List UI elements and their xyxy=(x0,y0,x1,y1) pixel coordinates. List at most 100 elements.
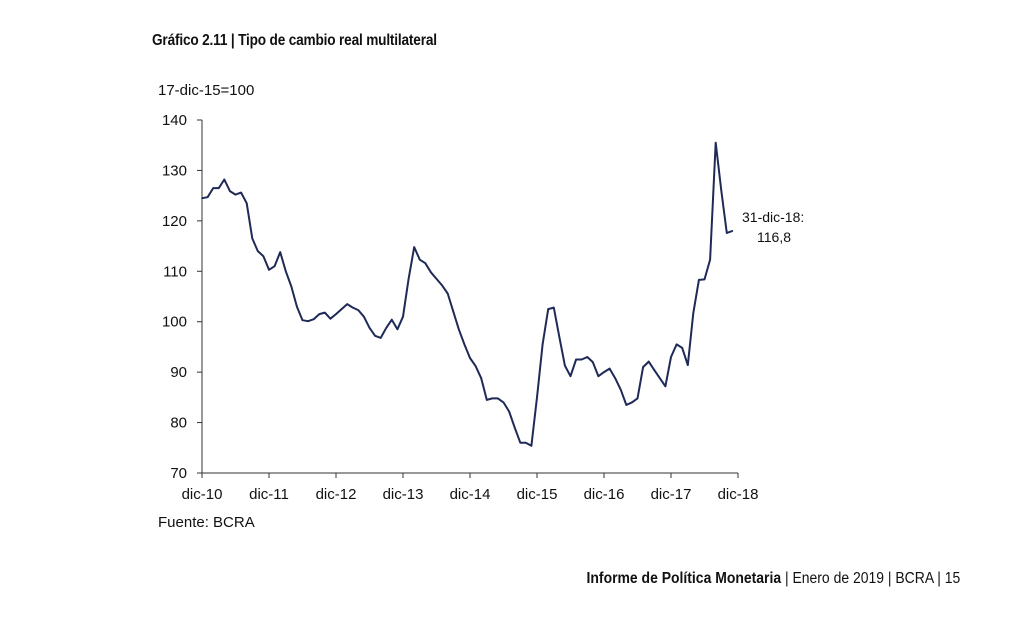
data-point xyxy=(257,250,259,252)
data-point xyxy=(463,343,466,346)
x-tick-label: dic-10 xyxy=(182,486,223,503)
data-point xyxy=(268,268,270,271)
data-point xyxy=(474,365,477,367)
data-point xyxy=(391,318,393,321)
data-point xyxy=(692,312,695,314)
data-point xyxy=(608,367,611,370)
data-point xyxy=(212,187,214,189)
end-annotation-date: 31-dic-18: xyxy=(742,209,804,225)
data-point xyxy=(245,202,248,205)
end-annotation-value: 116,8 xyxy=(757,229,791,245)
data-point xyxy=(363,315,365,318)
data-point xyxy=(491,397,494,400)
data-point xyxy=(686,364,689,366)
data-point xyxy=(273,265,276,268)
data-point xyxy=(709,258,711,261)
data-point xyxy=(379,337,382,339)
data-point xyxy=(698,279,700,281)
data-point xyxy=(206,196,209,198)
data-point xyxy=(502,401,505,404)
data-point xyxy=(312,318,315,320)
data-point xyxy=(318,313,321,315)
data-point xyxy=(301,319,304,322)
data-point xyxy=(519,441,522,444)
footer-details: | Enero de 2019 | BCRA | 15 xyxy=(780,570,960,587)
x-tick-label: dic-17 xyxy=(651,486,692,503)
y-tick-label: 130 xyxy=(162,162,187,179)
x-tick-label: dic-11 xyxy=(249,486,289,503)
data-point xyxy=(636,397,639,400)
data-point xyxy=(346,303,348,305)
data-point xyxy=(374,335,376,337)
data-point xyxy=(324,311,326,314)
data-point xyxy=(418,258,421,261)
data-point xyxy=(290,285,293,288)
chart-title: Gráfico 2.11 | Tipo de cambio real multi… xyxy=(152,32,437,49)
data-point xyxy=(575,358,577,361)
data-point xyxy=(396,328,399,331)
y-tick-label: 110 xyxy=(163,263,187,280)
data-point xyxy=(614,377,616,379)
data-point xyxy=(296,305,298,308)
data-point xyxy=(536,396,538,399)
data-point xyxy=(217,187,220,189)
data-point xyxy=(525,441,527,444)
data-point xyxy=(407,278,410,280)
x-tick-label: dic-12 xyxy=(316,486,357,503)
data-point xyxy=(413,246,415,248)
y-tick-label: 100 xyxy=(162,314,187,331)
data-point xyxy=(240,191,242,194)
data-point xyxy=(720,189,723,192)
data-point xyxy=(441,284,443,287)
data-point xyxy=(569,375,572,377)
data-point xyxy=(513,426,516,429)
data-point xyxy=(659,377,661,379)
data-point xyxy=(642,366,644,368)
y-tick-label: 120 xyxy=(162,213,187,230)
data-point xyxy=(279,251,281,253)
source-note: Fuente: BCRA xyxy=(158,514,255,531)
data-point xyxy=(385,326,388,329)
data-point xyxy=(435,278,438,280)
data-point xyxy=(597,375,600,377)
data-point xyxy=(703,278,706,281)
data-point xyxy=(580,358,583,361)
data-point xyxy=(469,357,471,359)
data-point xyxy=(603,371,605,373)
data-point xyxy=(368,326,371,329)
page-footer: Informe de Política Monetaria | Enero de… xyxy=(586,570,960,588)
data-point xyxy=(452,310,455,313)
data-point xyxy=(541,343,544,346)
x-tick-label: dic-15 xyxy=(517,486,558,503)
data-point xyxy=(497,397,499,400)
data-point xyxy=(586,356,589,358)
y-tick-label: 80 xyxy=(170,415,187,432)
data-point xyxy=(625,404,628,406)
data-point xyxy=(731,230,734,232)
data-point xyxy=(340,308,343,310)
x-tick-label: dic-14 xyxy=(450,486,491,503)
y-tick-label: 70 xyxy=(170,465,187,482)
data-point xyxy=(402,315,404,318)
data-point xyxy=(430,271,432,274)
series-line xyxy=(201,141,733,447)
data-point xyxy=(223,178,226,181)
data-point xyxy=(307,320,309,323)
data-point xyxy=(251,237,254,240)
data-point xyxy=(458,328,460,331)
data-point xyxy=(229,190,231,192)
x-tick-label: dic-13 xyxy=(383,486,424,503)
data-point xyxy=(564,364,566,367)
x-tick-label: dic-16 xyxy=(584,486,625,503)
data-point xyxy=(201,197,203,199)
data-point xyxy=(329,317,332,320)
data-point xyxy=(424,262,427,265)
x-tick-label: dic-18 xyxy=(718,486,759,503)
data-point xyxy=(631,401,633,404)
data-point xyxy=(619,388,622,391)
data-point xyxy=(234,193,237,196)
data-point xyxy=(647,360,650,363)
data-point xyxy=(675,343,678,346)
data-point xyxy=(335,313,337,315)
